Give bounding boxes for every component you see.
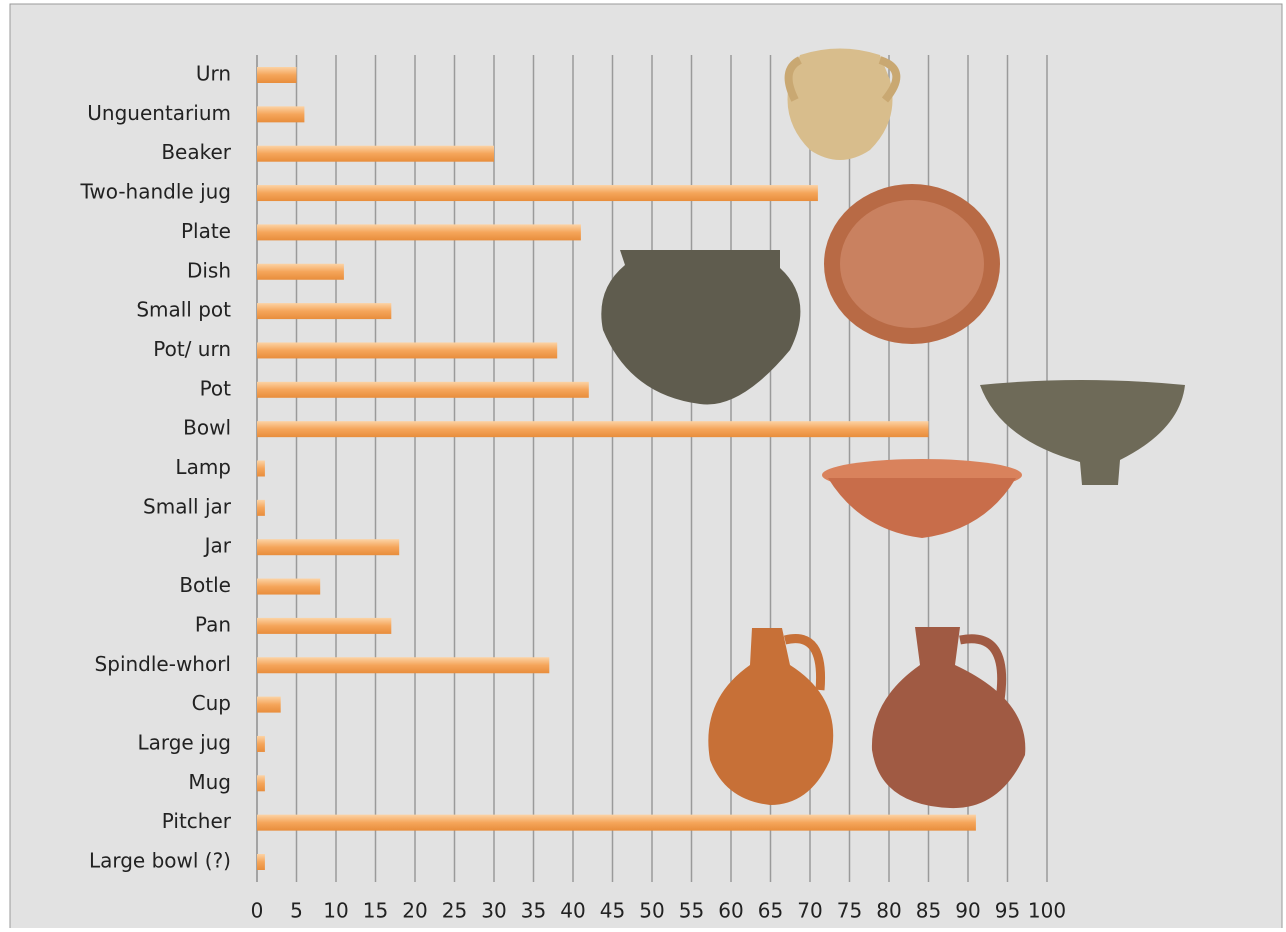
- y-tick-label: Urn: [196, 62, 231, 86]
- x-tick-label: 85: [916, 899, 941, 923]
- y-tick-label: Pot/ urn: [153, 337, 231, 361]
- y-tick-label: Beaker: [161, 140, 231, 164]
- bar: [257, 263, 344, 280]
- x-tick-label: 55: [679, 899, 704, 923]
- x-tick-label: 95: [995, 899, 1020, 923]
- bar: [257, 381, 589, 398]
- bar: [257, 106, 305, 123]
- bar: [257, 224, 581, 241]
- y-tick-label: Plate: [181, 219, 231, 243]
- x-tick-label: 30: [481, 899, 506, 923]
- x-tick-label: 50: [639, 899, 664, 923]
- y-tick-label: Large jug: [137, 730, 231, 754]
- y-tick-label: Small jar: [143, 494, 232, 518]
- x-tick-label: 15: [363, 899, 388, 923]
- x-tick-label: 70: [797, 899, 822, 923]
- x-tick-label: 35: [521, 899, 546, 923]
- y-tick-label: Unguentarium: [87, 101, 231, 125]
- bar: [257, 539, 400, 556]
- x-tick-label: 5: [290, 899, 303, 923]
- y-tick-label: Lamp: [175, 455, 231, 479]
- bar: [257, 657, 550, 674]
- x-tick-label: 20: [402, 899, 427, 923]
- y-tick-label: Cup: [192, 691, 231, 715]
- bar: [257, 696, 281, 713]
- x-tick-label: 45: [600, 899, 625, 923]
- background: [9, 3, 1283, 932]
- x-tick-label: 65: [758, 899, 783, 923]
- x-tick-label: 60: [718, 899, 743, 923]
- x-tick-label: 90: [955, 899, 980, 923]
- bar: [257, 775, 265, 792]
- pottery-illustrations: [601, 48, 1185, 809]
- y-tick-label: Large bowl (?): [89, 849, 231, 873]
- x-tick-label: 100: [1028, 899, 1066, 923]
- x-tick-label: 25: [442, 899, 467, 923]
- bar: [257, 342, 558, 359]
- y-tick-label: Jar: [203, 534, 232, 558]
- bar: [257, 499, 265, 516]
- y-tick-label: Small pot: [136, 298, 231, 322]
- x-tick-label: 75: [837, 899, 862, 923]
- y-tick-label: Two-handle jug: [79, 180, 231, 204]
- y-tick-label: Bowl: [183, 416, 231, 440]
- bar: [257, 67, 297, 83]
- bar: [257, 421, 929, 438]
- bar: [257, 578, 321, 595]
- bar: [257, 460, 265, 477]
- x-tick-label: 10: [323, 899, 348, 923]
- x-tick-label: 0: [251, 899, 264, 923]
- bar: [257, 145, 494, 162]
- y-tick-label: Dish: [187, 258, 231, 282]
- bar: [257, 735, 265, 752]
- x-tick-label: 80: [876, 899, 901, 923]
- bar: [257, 303, 392, 320]
- y-tick-label: Pitcher: [162, 809, 232, 833]
- y-tick-label: Pot: [200, 376, 232, 400]
- y-tick-label: Spindle-whorl: [95, 652, 231, 676]
- bar: [257, 814, 976, 831]
- bar: [257, 185, 818, 202]
- x-tick-label: 40: [560, 899, 585, 923]
- y-tick-label: Botle: [179, 573, 231, 597]
- bar: [257, 854, 265, 870]
- y-tick-label: Pan: [195, 612, 231, 636]
- bar: [257, 617, 392, 634]
- y-tick-label: Mug: [188, 770, 231, 794]
